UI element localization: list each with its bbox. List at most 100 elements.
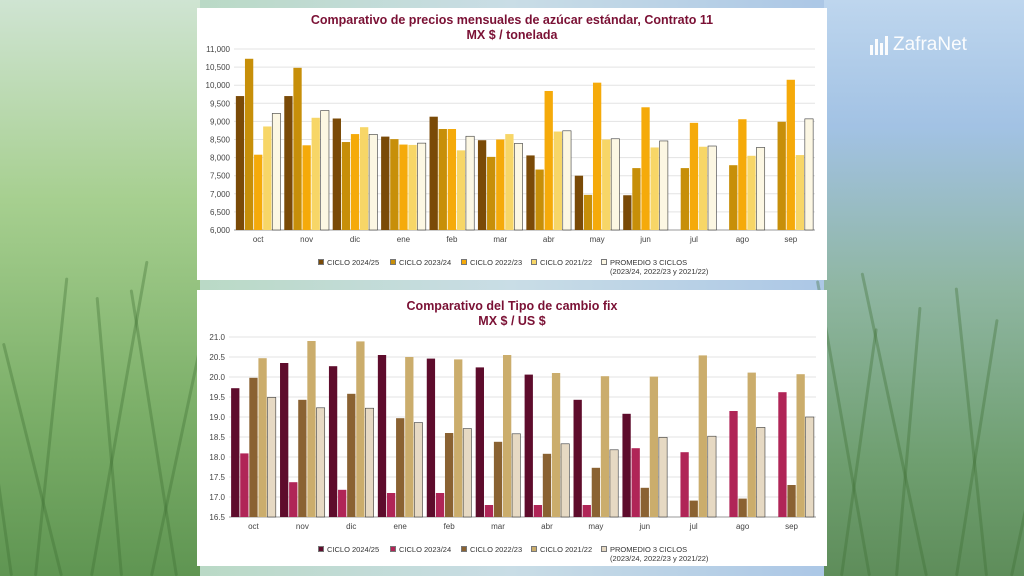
bar-jul-series-4 [698, 146, 708, 230]
x-tick-label: dic [346, 522, 356, 531]
background-grass-left [0, 0, 200, 576]
bar-dic-series-2 [341, 142, 351, 230]
legend-swatch [318, 259, 324, 265]
legend-label: PROMEDIO 3 CICLOS (2023/24, 2022/23 y 202… [610, 545, 709, 563]
bar-jun-series-4 [650, 147, 659, 230]
bar-jun-series-2 [631, 448, 640, 517]
bar-abr-series-5 [562, 130, 572, 231]
x-tick-label: dic [350, 235, 360, 244]
legend-swatch [390, 546, 396, 552]
legend-label: CICLO 2022/23 [470, 545, 523, 554]
bar-may-series-1 [573, 399, 582, 517]
x-tick-label: nov [300, 235, 313, 244]
legend-swatch [390, 259, 396, 265]
chart-subtitle: MX $ / US $ [478, 314, 546, 328]
bar-ene-series-3 [396, 418, 405, 517]
y-tick-label: 6,000 [210, 226, 231, 235]
bar-abr-series-3 [542, 453, 552, 517]
bar-abr-series-3 [544, 90, 553, 230]
bar-dic-series-4 [356, 341, 365, 517]
bar-mar-series-3 [493, 441, 503, 517]
bar-feb-series-2 [435, 493, 445, 517]
x-tick-label: ene [397, 235, 411, 244]
bar-jun-series-1 [622, 413, 631, 517]
bar-oct-series-4 [263, 126, 272, 230]
legend-swatch [601, 259, 607, 265]
bar-ene-series-1 [381, 136, 390, 230]
x-tick-label: may [590, 235, 605, 244]
bar-oct-series-4 [258, 358, 267, 517]
chart-title: Comparativo del Tipo de cambio fix [406, 299, 618, 313]
y-tick-label: 16.5 [209, 513, 225, 522]
bar-nov-series-2 [293, 67, 302, 230]
legend-swatch [531, 546, 537, 552]
legend-label: CICLO 2024/25 [327, 258, 380, 267]
bar-oct-series-1 [231, 388, 240, 517]
bar-abr-series-2 [535, 169, 544, 230]
bar-mar-series-3 [496, 139, 505, 230]
bar-dic-series-3 [347, 393, 356, 517]
bar-dic-series-5 [368, 134, 378, 231]
x-tick-label: sep [784, 235, 797, 244]
bar-mar-series-1 [477, 140, 487, 230]
bar-may-series-4 [602, 139, 611, 230]
legend-label: CICLO 2024/25 [327, 545, 380, 554]
bar-feb-series-3 [447, 129, 457, 230]
legend-swatch [461, 546, 467, 552]
bar-feb-series-4 [456, 150, 466, 230]
bar-jun-series-1 [623, 195, 632, 230]
bar-sep-series-5 [804, 118, 814, 231]
bar-nov-series-3 [302, 145, 311, 230]
y-tick-label: 18.0 [209, 453, 225, 462]
y-tick-label: 10,500 [206, 63, 231, 72]
bar-jul-series-5 [707, 145, 717, 231]
x-tick-label: oct [248, 522, 259, 531]
bar-oct-series-3 [254, 154, 263, 230]
y-tick-label: 6,500 [210, 208, 231, 217]
bar-ene-series-1 [377, 355, 387, 517]
bar-jun-series-5 [658, 437, 668, 518]
bar-dic-series-1 [332, 118, 341, 230]
y-tick-label: 19.5 [209, 393, 225, 402]
bar-mar-series-4 [505, 134, 514, 230]
bar-ago-series-2 [729, 411, 738, 517]
bar-may-series-2 [582, 505, 591, 517]
exchange-rate-bar-chart: 16.5 17.0 17.5 18.0 18.5 19.0 19.5 20.0 20.5 21.0… [209, 333, 816, 531]
bar-jun-series-3 [641, 107, 650, 230]
bar-mar-series-5 [514, 143, 523, 231]
legend-label: CICLO 2022/23 [470, 258, 523, 267]
bar-ago-series-5 [756, 427, 766, 518]
bar-jul-series-2 [680, 168, 690, 230]
bar-ago-series-3 [738, 119, 747, 230]
bar-may-series-1 [574, 175, 584, 230]
bar-ene-series-4 [408, 144, 417, 230]
bar-feb-series-3 [444, 433, 454, 517]
bar-may-series-2 [583, 194, 593, 230]
bar-nov-series-4 [307, 341, 316, 517]
bar-sep-series-2 [778, 392, 787, 517]
bar-may-series-3 [592, 82, 602, 230]
bar-may-series-5 [610, 138, 620, 231]
bar-feb-series-4 [454, 359, 463, 517]
bar-nov-series-4 [311, 117, 320, 230]
bar-oct-series-1 [235, 96, 245, 230]
x-tick-label: feb [444, 522, 456, 531]
y-tick-label: 20.0 [209, 373, 225, 382]
legend-label: PROMEDIO 3 CICLOS (2023/24, 2022/23 y 202… [610, 258, 709, 276]
bar-jul-series-4 [698, 355, 707, 517]
bar-oct-series-2 [244, 58, 254, 230]
bar-feb-series-2 [438, 129, 447, 230]
bar-abr-series-4 [553, 131, 562, 230]
legend-swatch [531, 259, 537, 265]
x-tick-label: oct [253, 235, 264, 244]
bar-sep-series-3 [787, 485, 796, 517]
bar-ago-series-4 [747, 155, 756, 230]
y-tick-label: 10,000 [206, 81, 231, 90]
bar-oct-series-3 [249, 377, 258, 517]
bar-chart-icon [870, 35, 888, 55]
bar-ene-series-2 [386, 493, 396, 517]
y-tick-label: 19.0 [209, 413, 225, 422]
bar-ene-series-4 [405, 357, 414, 517]
legend-swatch [601, 546, 607, 552]
bar-sep-series-4 [795, 155, 805, 230]
